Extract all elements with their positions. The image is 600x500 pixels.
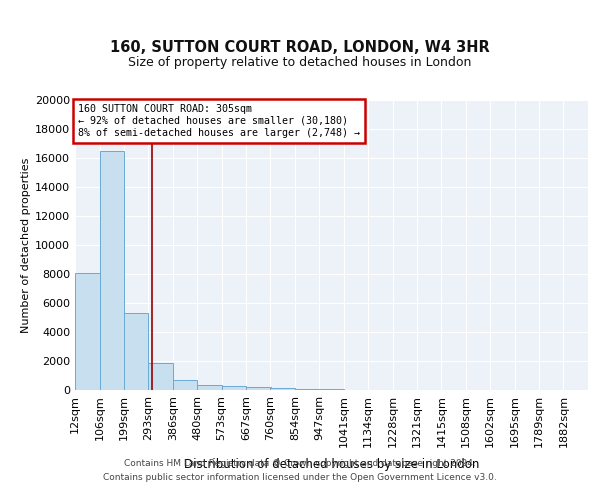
Bar <box>197 385 222 390</box>
Bar <box>221 386 246 390</box>
Bar <box>124 313 148 390</box>
Bar <box>295 388 319 390</box>
Bar <box>246 386 271 390</box>
X-axis label: Distribution of detached houses by size in London: Distribution of detached houses by size … <box>184 458 479 471</box>
Text: 160, SUTTON COURT ROAD, LONDON, W4 3HR: 160, SUTTON COURT ROAD, LONDON, W4 3HR <box>110 40 490 55</box>
Bar <box>271 388 295 390</box>
Bar <box>148 363 173 390</box>
Text: Contains public sector information licensed under the Open Government Licence v3: Contains public sector information licen… <box>103 473 497 482</box>
Bar <box>75 272 100 390</box>
Bar <box>100 151 124 390</box>
Text: Contains HM Land Registry data © Crown copyright and database right 2024.: Contains HM Land Registry data © Crown c… <box>124 460 476 468</box>
Bar <box>173 380 197 390</box>
Y-axis label: Number of detached properties: Number of detached properties <box>21 158 31 332</box>
Text: Size of property relative to detached houses in London: Size of property relative to detached ho… <box>128 56 472 69</box>
Text: 160 SUTTON COURT ROAD: 305sqm
← 92% of detached houses are smaller (30,180)
8% o: 160 SUTTON COURT ROAD: 305sqm ← 92% of d… <box>77 104 359 138</box>
